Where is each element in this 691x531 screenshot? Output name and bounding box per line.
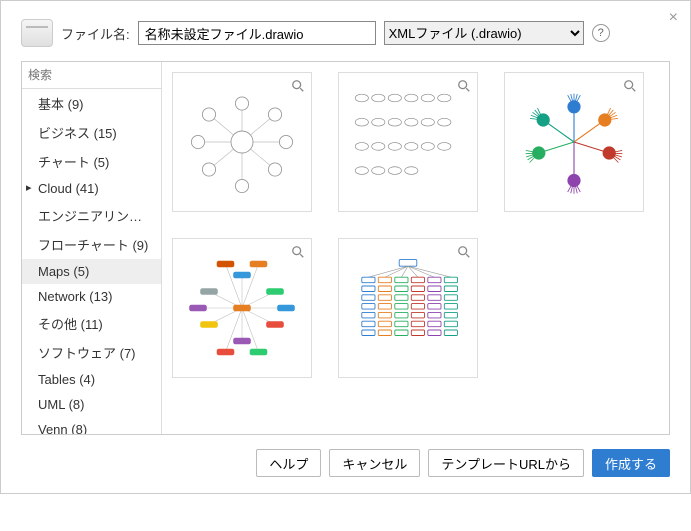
template-thumb <box>519 87 629 197</box>
help-icon[interactable]: ? <box>592 24 610 42</box>
category-list: 基本 (9)ビジネス (15)チャート (5)Cloud (41)エンジニアリン… <box>22 89 161 434</box>
help-button[interactable]: ヘルプ <box>256 449 321 477</box>
format-select[interactable]: XMLファイル (.drawio) <box>384 21 584 45</box>
create-button[interactable]: 作成する <box>592 449 670 477</box>
template-card[interactable] <box>504 72 644 212</box>
template-grid <box>172 72 659 378</box>
search-input[interactable] <box>28 64 162 86</box>
close-icon[interactable]: × <box>669 9 678 27</box>
category-item[interactable]: ビジネス (15) <box>22 118 161 147</box>
filename-input[interactable] <box>138 21 376 45</box>
category-item[interactable]: Network (13) <box>22 284 161 309</box>
templates-panel <box>162 62 669 434</box>
filename-row: ファイル名: XMLファイル (.drawio) ? <box>21 19 670 47</box>
template-card[interactable] <box>172 238 312 378</box>
category-item[interactable]: その他 (11) <box>22 309 161 338</box>
category-item[interactable]: エンジニアリング ... <box>22 201 161 230</box>
category-item[interactable]: Venn (8) <box>22 417 161 434</box>
template-card[interactable] <box>338 72 478 212</box>
disk-icon <box>21 19 53 47</box>
category-item[interactable]: 基本 (9) <box>22 89 161 118</box>
search-wrap <box>22 62 161 89</box>
category-item[interactable]: Cloud (41) <box>22 176 161 201</box>
category-item[interactable]: フローチャート (9) <box>22 230 161 259</box>
new-file-dialog: × ファイル名: XMLファイル (.drawio) ? 基本 (9)ビジネス … <box>0 0 691 494</box>
template-card[interactable] <box>338 238 478 378</box>
category-item[interactable]: Tables (4) <box>22 367 161 392</box>
category-item[interactable]: Maps (5) <box>22 259 161 284</box>
footer: ヘルプ キャンセル テンプレートURLから 作成する <box>21 435 670 477</box>
category-item[interactable]: ソフトウェア (7) <box>22 338 161 367</box>
template-card[interactable] <box>172 72 312 212</box>
filename-label: ファイル名: <box>61 24 130 43</box>
template-thumb <box>353 87 463 197</box>
from-url-button[interactable]: テンプレートURLから <box>428 449 584 477</box>
category-item[interactable]: チャート (5) <box>22 147 161 176</box>
sidebar: 基本 (9)ビジネス (15)チャート (5)Cloud (41)エンジニアリン… <box>22 62 162 434</box>
category-item[interactable]: UML (8) <box>22 392 161 417</box>
template-thumb <box>187 87 297 197</box>
template-thumb <box>353 253 463 363</box>
template-thumb <box>187 253 297 363</box>
cancel-button[interactable]: キャンセル <box>329 449 420 477</box>
main-area: 基本 (9)ビジネス (15)チャート (5)Cloud (41)エンジニアリン… <box>21 61 670 435</box>
